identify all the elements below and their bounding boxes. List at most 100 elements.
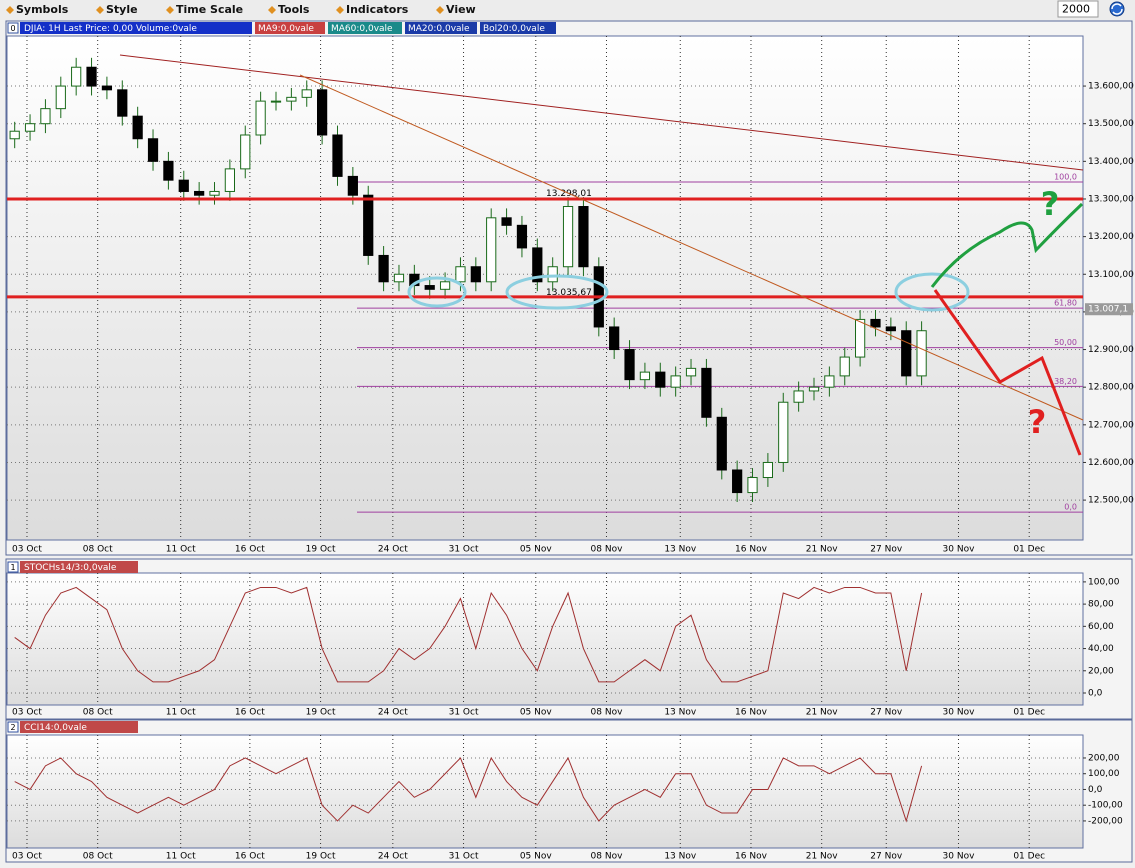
x-tick-label: 16 Oct xyxy=(235,545,265,555)
candle-body xyxy=(624,349,635,381)
y-tick-label: 12.700,00 xyxy=(1088,420,1134,430)
x-tick-label: 30 Nov xyxy=(943,545,976,555)
x-tick-label: 11 Oct xyxy=(166,545,196,555)
question-mark: ? xyxy=(1028,403,1047,441)
x-tick-label: 31 Oct xyxy=(449,708,479,718)
menu-icon xyxy=(436,6,444,14)
candle-body xyxy=(363,194,374,256)
x-tick-label: 01 Dec xyxy=(1013,852,1045,862)
candle-body xyxy=(117,89,128,117)
x-tick-label: 24 Oct xyxy=(378,545,408,555)
y-tick-label: 100,00 xyxy=(1088,577,1120,587)
highlight-ellipse xyxy=(407,276,467,308)
y-tick-label: 12.600,00 xyxy=(1088,458,1134,468)
panel-title: STOCHs14/3:0,0vale xyxy=(24,563,117,573)
candle-body xyxy=(824,375,835,388)
candle-body xyxy=(762,461,773,479)
y-tick-label: 100,00 xyxy=(1088,769,1120,779)
candle-body xyxy=(86,66,97,87)
x-tick-label: 11 Oct xyxy=(166,852,196,862)
panel-title: DJIA: 1H Last Price: 0,00 Volume:0vale xyxy=(24,24,197,34)
candle-body xyxy=(424,285,435,290)
x-tick-label: 31 Oct xyxy=(449,545,479,555)
candle-body xyxy=(870,318,881,328)
candle-body xyxy=(9,130,20,140)
menu-icon xyxy=(336,6,344,14)
menu-item[interactable]: View xyxy=(446,3,476,16)
x-tick-label: 08 Nov xyxy=(591,852,624,862)
candle-body xyxy=(808,386,820,392)
forecast-up xyxy=(930,202,1084,288)
count-input[interactable] xyxy=(1057,0,1099,18)
x-tick-label: 13 Nov xyxy=(664,545,697,555)
x-tick-label: 24 Oct xyxy=(378,708,408,718)
candle-body xyxy=(685,367,697,377)
candle-body xyxy=(40,108,51,125)
legend-label: MA9:0,0vale xyxy=(258,24,314,34)
candle-body xyxy=(778,401,789,463)
menu-item[interactable]: Style xyxy=(106,3,138,16)
x-tick-label: 16 Oct xyxy=(235,852,265,862)
panel-title-box xyxy=(20,22,252,34)
x-tick-label: 16 Nov xyxy=(735,708,768,718)
legend-box xyxy=(255,22,325,34)
x-tick-label: 19 Oct xyxy=(306,708,336,718)
candle-body xyxy=(670,375,681,388)
y-tick-label: -200,00 xyxy=(1088,816,1123,826)
candle-body xyxy=(639,371,651,381)
candle-body xyxy=(24,123,36,132)
x-tick-label: 24 Oct xyxy=(378,852,408,862)
refresh-icon xyxy=(1111,3,1123,15)
panel-index: 0 xyxy=(10,24,15,33)
menu-item[interactable]: Symbols xyxy=(16,3,69,16)
candle-body xyxy=(855,318,866,358)
legend-box xyxy=(480,22,556,34)
menu-item[interactable]: Tools xyxy=(278,3,310,16)
y-tick-label: 12.800,00 xyxy=(1088,383,1134,393)
highlight-ellipse xyxy=(505,274,609,310)
panel-title-box xyxy=(20,561,138,573)
candle-body xyxy=(317,89,328,136)
x-tick-label: 27 Nov xyxy=(870,545,903,555)
panel-title: CCI14:0,0vale xyxy=(24,723,87,733)
y-tick-label: 0,0 xyxy=(1088,785,1103,795)
candle-body xyxy=(147,138,159,162)
y-tick-label: 13.300,00 xyxy=(1088,194,1134,204)
x-tick-label: 01 Dec xyxy=(1013,545,1045,555)
panel-index-box xyxy=(7,721,19,733)
candle-body xyxy=(732,469,743,494)
candle-body xyxy=(347,175,358,196)
candle-body xyxy=(439,281,451,290)
y-tick-label: 12.500,00 xyxy=(1088,496,1134,506)
candle-body xyxy=(270,100,282,103)
x-tick-label: 05 Nov xyxy=(520,545,553,555)
x-tick-label: 21 Nov xyxy=(806,545,839,555)
candle-body xyxy=(209,190,220,196)
candle-body xyxy=(562,206,574,268)
panel-index: 2 xyxy=(10,723,15,732)
menu-item[interactable]: Time Scale xyxy=(176,3,243,16)
x-tick-label: 19 Oct xyxy=(306,545,336,555)
toolbar xyxy=(0,0,1135,20)
candle-body xyxy=(455,266,466,283)
candle-body xyxy=(163,160,174,181)
y-tick-label: 12.900,00 xyxy=(1088,345,1134,355)
last-price-box xyxy=(1085,303,1133,316)
forecast-down xyxy=(933,289,1082,456)
y-tick-label: 40,00 xyxy=(1088,644,1114,654)
indicator-line xyxy=(14,586,923,683)
candle-body xyxy=(132,115,143,140)
candle-body xyxy=(224,168,235,192)
highlight-ellipse xyxy=(894,272,970,312)
candle-body xyxy=(516,224,528,249)
y-tick-label: 13.200,00 xyxy=(1088,232,1134,242)
candle-body xyxy=(178,179,189,192)
question-mark: ? xyxy=(1041,185,1060,223)
trend-line xyxy=(299,74,1084,421)
y-tick-label: -100,00 xyxy=(1088,801,1123,811)
panel: 0 DJIA: 1H Last Price: 0,00 Volume:0vale M… xyxy=(5,20,1134,556)
menu-icon xyxy=(96,6,104,14)
menu-item[interactable]: Indicators xyxy=(346,3,409,16)
x-tick-label: 21 Nov xyxy=(806,708,839,718)
